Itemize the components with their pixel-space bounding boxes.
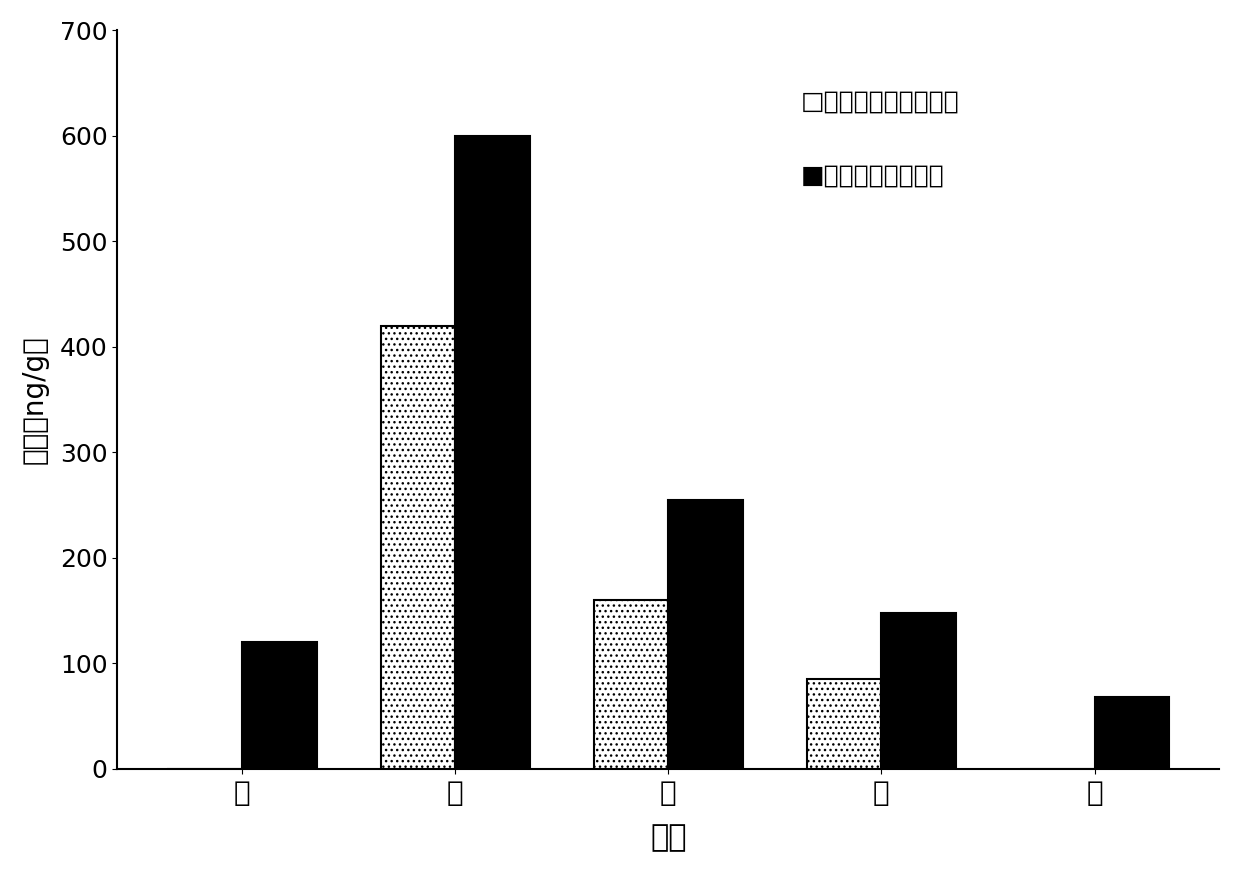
Y-axis label: 浓度（ng/g）: 浓度（ng/g） <box>21 335 48 464</box>
Text: □口米托蔡醚溶液局部: □口米托蔡醚溶液局部 <box>801 89 959 113</box>
Bar <box>1095 697 1169 769</box>
Bar <box>668 499 743 769</box>
Bar <box>882 613 956 769</box>
Bar <box>242 643 316 769</box>
X-axis label: 组织: 组织 <box>650 823 687 852</box>
Bar <box>455 136 529 769</box>
Text: ■米托蔡醚溶液静脉: ■米托蔡醚溶液静脉 <box>801 163 944 187</box>
Bar <box>381 326 455 769</box>
Bar <box>807 679 882 769</box>
Bar <box>594 600 668 769</box>
